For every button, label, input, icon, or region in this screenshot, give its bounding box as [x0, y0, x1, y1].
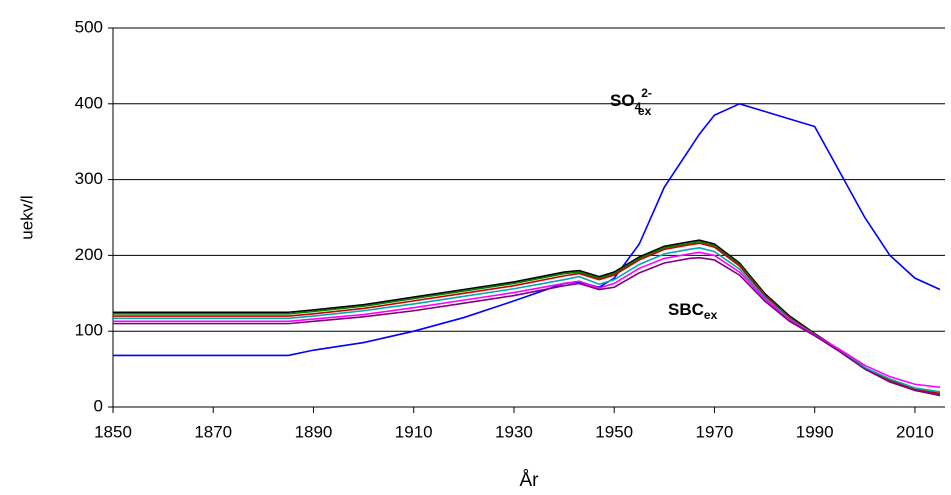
x-axis-label: År	[520, 470, 540, 491]
y-axis-label: uekv/l	[17, 195, 36, 239]
series-line	[113, 102, 941, 357]
annotation-sub: 4	[635, 100, 642, 114]
annotation-text: SBC	[668, 300, 704, 319]
y-tick-label: 100	[75, 321, 103, 340]
annotation-sub: ex	[638, 104, 652, 118]
x-tick-label: 1870	[194, 422, 232, 441]
x-tick-label: 1890	[295, 422, 333, 441]
annotation-text: SO	[610, 91, 635, 110]
x-tick-label: 1990	[796, 422, 834, 441]
x-tick-label: 2010	[896, 422, 934, 441]
annotation: SO42- ex	[610, 86, 652, 118]
annotation: SBCex	[668, 300, 718, 322]
y-tick-label: 0	[94, 396, 103, 415]
x-tick-label: 1950	[595, 422, 633, 441]
annotation-sup: 2-	[641, 86, 652, 100]
y-tick-label: 400	[75, 93, 103, 112]
series-line	[113, 251, 941, 389]
series-line	[113, 247, 941, 393]
x-tick-label: 1930	[495, 422, 533, 441]
y-tick-label: 500	[75, 17, 103, 36]
x-tick-label: 1910	[395, 422, 433, 441]
x-tick-label: 1850	[94, 422, 132, 441]
annotation-sub: ex	[704, 308, 718, 322]
x-tick-label: 1970	[696, 422, 734, 441]
y-tick-label: 200	[75, 245, 103, 264]
series-line	[113, 256, 941, 397]
y-tick-label: 300	[75, 169, 103, 188]
